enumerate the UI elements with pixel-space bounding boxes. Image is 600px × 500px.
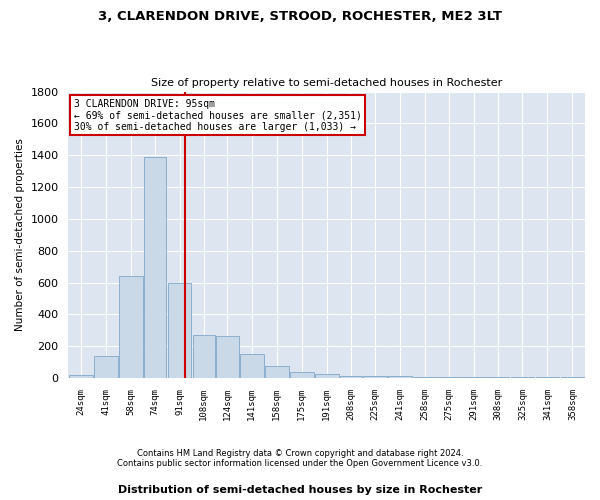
- Text: 3, CLARENDON DRIVE, STROOD, ROCHESTER, ME2 3LT: 3, CLARENDON DRIVE, STROOD, ROCHESTER, M…: [98, 10, 502, 23]
- Y-axis label: Number of semi-detached properties: Number of semi-detached properties: [15, 138, 25, 331]
- Text: Contains HM Land Registry data © Crown copyright and database right 2024.: Contains HM Land Registry data © Crown c…: [137, 448, 463, 458]
- Bar: [340, 376, 362, 378]
- Bar: [290, 372, 314, 378]
- Bar: [94, 356, 118, 378]
- Bar: [193, 335, 215, 378]
- Bar: [119, 276, 143, 378]
- Bar: [511, 377, 535, 378]
- Bar: [144, 157, 166, 378]
- Bar: [167, 282, 191, 378]
- Bar: [69, 375, 93, 378]
- Title: Size of property relative to semi-detached houses in Rochester: Size of property relative to semi-detach…: [151, 78, 502, 88]
- Bar: [413, 377, 436, 378]
- Bar: [536, 377, 559, 378]
- Text: Contains public sector information licensed under the Open Government Licence v3: Contains public sector information licen…: [118, 458, 482, 468]
- Bar: [487, 377, 509, 378]
- Bar: [560, 377, 584, 378]
- Bar: [462, 377, 486, 378]
- Bar: [437, 377, 461, 378]
- Bar: [315, 374, 338, 378]
- Bar: [216, 336, 239, 378]
- Bar: [388, 376, 412, 378]
- Text: 3 CLARENDON DRIVE: 95sqm
← 69% of semi-detached houses are smaller (2,351)
30% o: 3 CLARENDON DRIVE: 95sqm ← 69% of semi-d…: [74, 98, 361, 132]
- Bar: [265, 366, 289, 378]
- Bar: [240, 354, 263, 378]
- Text: Distribution of semi-detached houses by size in Rochester: Distribution of semi-detached houses by …: [118, 485, 482, 495]
- Bar: [364, 376, 387, 378]
